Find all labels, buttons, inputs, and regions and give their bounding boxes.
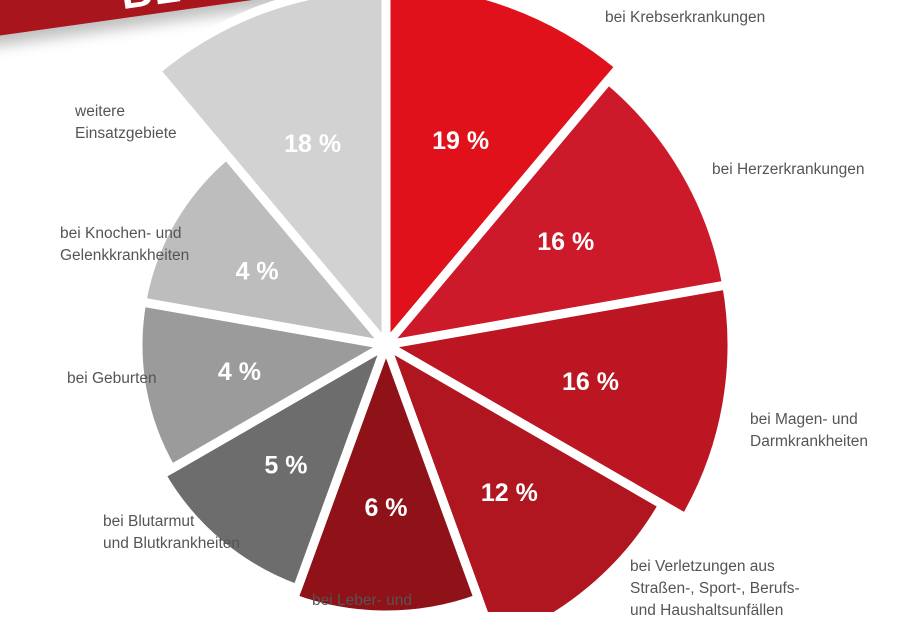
slice-label: bei Krebserkrankungen <box>605 9 766 26</box>
slice-value-label: 16 % <box>537 228 594 256</box>
pie-slice <box>137 150 391 350</box>
slice-label: bei Knochen- und Gelenkkrankheiten <box>60 225 190 264</box>
slice-label: bei Leber- und <box>312 592 412 609</box>
slice-value-label: 4 % <box>218 358 261 386</box>
slice-value-label: 16 % <box>562 368 619 396</box>
slice-value-label: 4 % <box>236 258 279 286</box>
slice-label: bei Geburten <box>67 370 157 387</box>
pie-slice <box>151 0 391 350</box>
pie-slice <box>381 340 668 612</box>
pie-slice <box>133 297 391 474</box>
pie-slice <box>156 340 391 594</box>
pie-slice <box>381 280 737 523</box>
slice-value-label: 12 % <box>481 479 538 507</box>
slice-value-label: 18 % <box>284 130 341 158</box>
pie-slice <box>381 75 732 350</box>
pie-slice <box>381 0 625 350</box>
slice-label: bei Magen- und Darmkrankheiten <box>750 411 869 450</box>
slice-label: bei Blutarmut und Blutkrankheiten <box>103 513 241 552</box>
slice-label: bei Herzerkrankungen <box>712 161 865 178</box>
slice-value-label: 6 % <box>364 494 407 522</box>
pie-slice <box>289 340 483 612</box>
slice-label: weitere Einsatzgebiete <box>75 103 177 142</box>
slice-value-label: 5 % <box>264 451 307 479</box>
slice-label: bei Verletzungen aus Straßen-, Sport-, Be… <box>630 558 800 619</box>
slice-value-label: 19 % <box>432 127 489 155</box>
